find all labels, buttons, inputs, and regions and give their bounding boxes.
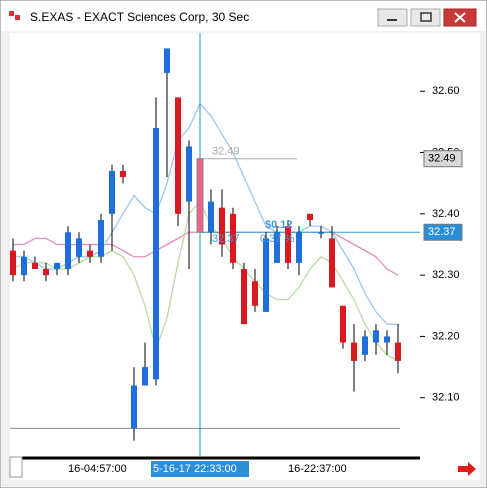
candle-body <box>54 262 60 270</box>
candle-body <box>274 232 280 263</box>
candle-body <box>10 250 16 276</box>
x-tick-label: 16-04:57:00 <box>68 463 127 475</box>
candle-body <box>252 281 258 306</box>
x-tick-label: 5-16-17 22:33:00 <box>153 463 237 475</box>
y-tick-label: 32.10 <box>432 392 460 404</box>
candle-body <box>131 385 137 429</box>
price-marker <box>423 150 463 168</box>
candle-body <box>142 367 148 386</box>
maximize-icon <box>420 12 432 22</box>
minimize-button[interactable] <box>377 8 408 27</box>
candle-body <box>186 146 192 202</box>
candle-body <box>109 170 115 214</box>
annotation-change: $0.12 <box>265 219 293 231</box>
x-tick-label: 16-22:37:00 <box>288 463 347 475</box>
candle-body <box>351 342 357 361</box>
annotation-change-pct: 0.37 % <box>260 233 294 245</box>
candle-body <box>329 238 335 288</box>
window-title: S.EXAS - EXACT Sciences Corp, 30 Sec <box>30 10 249 24</box>
candle-body <box>43 269 49 276</box>
candle-body <box>285 226 291 263</box>
candle-body <box>263 238 269 312</box>
moving-average <box>13 102 398 325</box>
candle-body <box>175 97 181 214</box>
candle-body <box>65 232 71 270</box>
price-marker <box>423 223 463 241</box>
price-axis <box>420 33 480 457</box>
candle-body <box>120 170 126 178</box>
x-label-highlight <box>151 461 249 477</box>
app-icon <box>15 15 20 20</box>
candle-body <box>373 330 379 343</box>
price-marker-label: 32.37 <box>428 226 456 238</box>
candle-body <box>362 336 368 355</box>
candle-body <box>307 213 313 220</box>
annotation-cursor: 32.37 <box>212 233 240 245</box>
candle-body <box>219 207 225 245</box>
candle-body <box>340 305 346 343</box>
candle-body <box>318 232 324 234</box>
y-tick-label: 32.30 <box>432 269 460 281</box>
candle-body <box>153 128 159 380</box>
candle-body <box>208 201 214 233</box>
close-icon <box>454 12 466 23</box>
annotation-high: 32.49 <box>212 146 240 158</box>
candle-body <box>395 342 401 361</box>
candle-body <box>196 158 204 233</box>
app-icon <box>9 11 14 16</box>
y-tick-label: 32.20 <box>432 330 460 342</box>
scroll-arrow[interactable] <box>458 462 476 476</box>
candle-body <box>230 213 236 263</box>
candle-body <box>76 238 82 257</box>
scroll-box[interactable] <box>9 456 23 478</box>
candle-body <box>32 262 38 270</box>
candle-body <box>87 250 93 257</box>
candle-body <box>21 256 27 276</box>
price-marker-label: 32.49 <box>428 153 456 165</box>
y-tick-label: 32.40 <box>432 208 460 220</box>
candle-body <box>384 336 390 343</box>
candle-body <box>241 269 247 325</box>
maximize-button[interactable] <box>410 8 441 27</box>
candle-body <box>98 219 104 257</box>
y-tick-label: 32.60 <box>432 85 460 97</box>
candle-body <box>164 48 170 73</box>
candle-body <box>296 232 302 263</box>
